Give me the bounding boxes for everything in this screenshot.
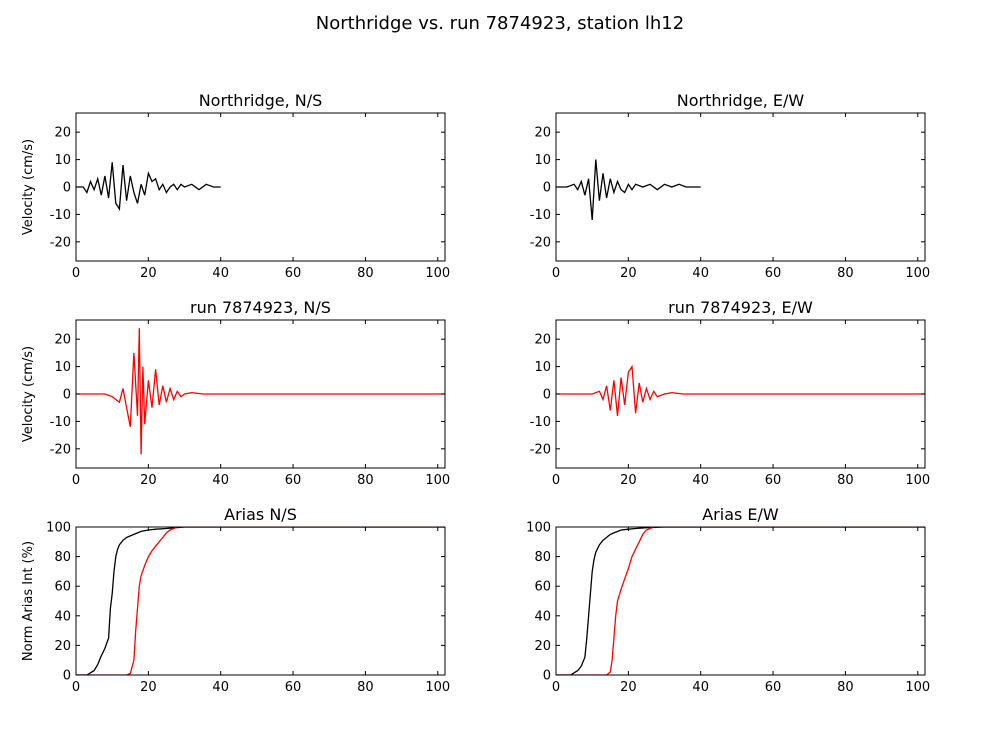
subplot-title: run 7874923, E/W [668, 298, 813, 317]
y-tick-label: 100 [46, 521, 71, 536]
x-tick-label: 40 [212, 266, 229, 281]
x-tick-label: 100 [905, 680, 930, 695]
x-tick-label: 20 [620, 266, 637, 281]
x-tick-label: 60 [285, 680, 302, 695]
figure-title: Northridge vs. run 7874923, station lh12 [316, 13, 684, 34]
y-tick-label: 80 [54, 550, 71, 565]
x-tick-label: 100 [425, 680, 450, 695]
y-tick-label: 20 [54, 333, 71, 348]
x-tick-label: 60 [285, 473, 302, 488]
series-line-1 [76, 527, 445, 675]
y-tick-label: 60 [534, 580, 551, 595]
y-tick-label: 40 [534, 609, 551, 624]
y-tick-label: 0 [63, 669, 71, 684]
y-tick-label: 10 [54, 153, 71, 168]
subplot-1: 0 20 40 60 80 100 -20 -10 0 10 20 Northridge, N/S Ve… [21, 91, 450, 281]
x-tick-label: 80 [837, 473, 854, 488]
y-tick-label: 0 [543, 669, 551, 684]
y-axis-label: Velocity (cm/s) [21, 346, 36, 442]
axes-frame [75, 526, 446, 676]
series-line-1 [76, 162, 221, 211]
y-tick-label: 0 [543, 388, 551, 403]
x-tick-label: 0 [72, 680, 80, 695]
y-tick-label: 0 [63, 388, 71, 403]
axes-frame [75, 112, 446, 262]
y-tick-label: 80 [534, 550, 551, 565]
x-tick-label: 40 [212, 473, 229, 488]
series-line-2 [556, 527, 925, 675]
x-tick-label: 60 [765, 266, 782, 281]
x-tick-label: 100 [425, 266, 450, 281]
y-tick-label: 60 [54, 580, 71, 595]
y-tick-label: -10 [530, 415, 551, 430]
subplot-4: 0 20 40 60 80 100 -20 -10 0 10 20 run 7874923, E/W [530, 298, 930, 488]
y-tick-label: -10 [50, 415, 71, 430]
y-tick-label: 20 [54, 639, 71, 654]
x-tick-label: 80 [357, 473, 374, 488]
x-tick-label: 0 [552, 266, 560, 281]
y-tick-label: 40 [54, 609, 71, 624]
x-tick-label: 0 [552, 680, 560, 695]
x-tick-label: 0 [552, 473, 560, 488]
x-tick-label: 100 [425, 473, 450, 488]
series-line-1 [556, 527, 925, 675]
x-tick-label: 20 [140, 266, 157, 281]
y-tick-label: -20 [530, 442, 551, 457]
y-tick-label: 10 [534, 360, 551, 375]
series-line-1 [76, 328, 445, 455]
x-tick-label: 20 [140, 680, 157, 695]
axes-frame [555, 112, 926, 262]
y-tick-label: 0 [63, 181, 71, 196]
x-tick-label: 20 [620, 473, 637, 488]
x-tick-label: 80 [837, 266, 854, 281]
y-tick-label: -20 [50, 442, 71, 457]
y-tick-label: 20 [534, 333, 551, 348]
subplot-title: Northridge, N/S [199, 91, 323, 110]
subplot-3: 0 20 40 60 80 100 -20 -10 0 10 20 run 7874923, N/S V… [21, 298, 450, 488]
y-tick-label: -10 [50, 208, 71, 223]
x-tick-label: 80 [837, 680, 854, 695]
subplot-title: run 7874923, N/S [190, 298, 331, 317]
y-tick-label: 20 [534, 639, 551, 654]
y-axis-label: Velocity (cm/s) [21, 139, 36, 235]
x-tick-label: 0 [72, 266, 80, 281]
x-tick-label: 80 [357, 680, 374, 695]
axes-frame [555, 526, 926, 676]
subplot-2: 0 20 40 60 80 100 -20 -10 0 10 20 Northridge, E/W [530, 91, 930, 281]
y-tick-label: 0 [543, 181, 551, 196]
y-tick-label: 20 [534, 126, 551, 141]
x-tick-label: 40 [692, 266, 709, 281]
x-tick-label: 60 [765, 680, 782, 695]
y-tick-label: 10 [54, 360, 71, 375]
x-tick-label: 80 [357, 266, 374, 281]
y-tick-label: -20 [530, 235, 551, 250]
x-tick-label: 100 [905, 266, 930, 281]
x-tick-label: 40 [212, 680, 229, 695]
x-tick-label: 40 [692, 473, 709, 488]
subplot-6: 0 20 40 60 80 100 0 20 40 60 80 100 Arias E/W [526, 505, 930, 695]
x-tick-label: 20 [620, 680, 637, 695]
y-tick-label: 20 [54, 126, 71, 141]
x-tick-label: 60 [285, 266, 302, 281]
x-tick-label: 0 [72, 473, 80, 488]
x-tick-label: 100 [905, 473, 930, 488]
y-axis-label: Norm Arias Int (%) [21, 541, 36, 661]
x-tick-label: 60 [765, 473, 782, 488]
y-tick-label: -10 [530, 208, 551, 223]
y-tick-label: 100 [526, 521, 551, 536]
subplot-title: Arias E/W [702, 505, 779, 524]
x-tick-label: 40 [692, 680, 709, 695]
subplot-5: 0 20 40 60 80 100 0 20 40 60 80 100 Arias N/S Norm Ar… [21, 505, 450, 695]
x-tick-label: 20 [140, 473, 157, 488]
subplot-title: Arias N/S [224, 505, 297, 524]
subplot-title: Northridge, E/W [677, 91, 805, 110]
y-tick-label: -20 [50, 235, 71, 250]
y-tick-label: 10 [534, 153, 551, 168]
series-line-1 [556, 364, 925, 416]
series-line-1 [556, 159, 701, 220]
series-line-2 [76, 527, 445, 675]
